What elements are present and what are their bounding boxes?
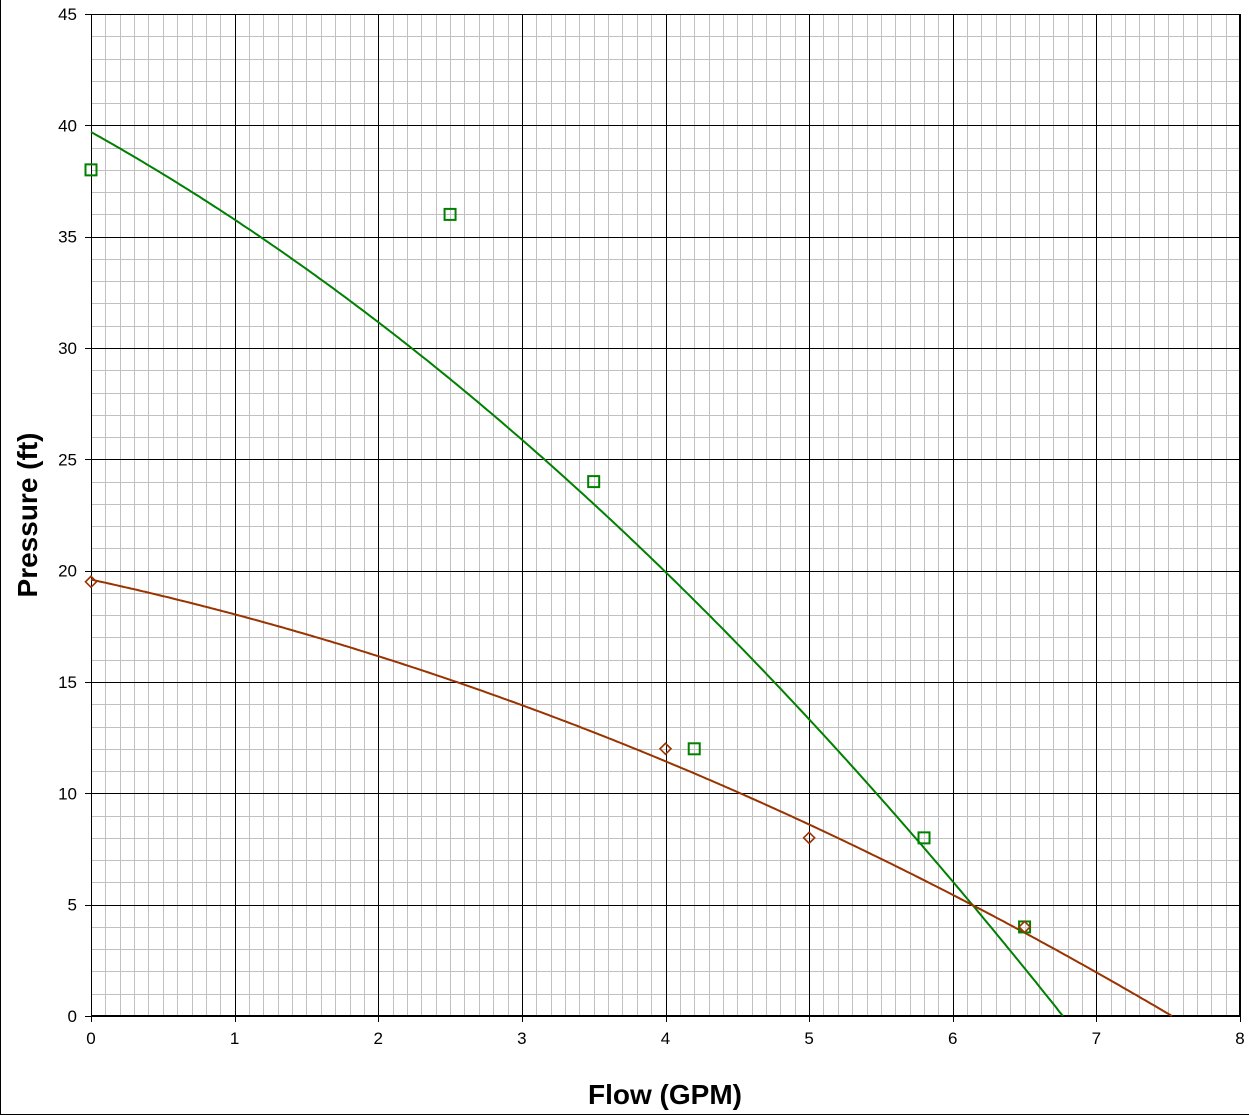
plot-border: [91, 14, 1240, 1016]
trendline-series-1: [90, 131, 1064, 1017]
y-tick-label: 30: [58, 339, 77, 358]
x-tick-label: 7: [1092, 1029, 1101, 1048]
data-point-series-2: [1017, 920, 1032, 934]
minor-gridlines: [91, 14, 1240, 1016]
y-tick-labels: 0 5 10 15 20 25 30 35 40 45: [58, 5, 77, 1026]
y-tick-label: 0: [68, 1007, 77, 1026]
y-tick-label: 35: [58, 228, 77, 247]
data-point-series-2: [658, 742, 673, 756]
plot-area: [91, 14, 1240, 1016]
y-tick-label: 20: [58, 562, 77, 581]
data-point-series-1: [84, 163, 98, 177]
data-point-series-2: [802, 831, 816, 845]
data-point-series-2: [84, 575, 98, 589]
x-axis-title: Flow (GPM): [588, 1079, 742, 1110]
trendlines: [90, 131, 1173, 1017]
y-tick-label: 10: [58, 784, 77, 803]
x-tick-label: 5: [804, 1029, 813, 1048]
major-gridlines: [91, 14, 1241, 1017]
plot-background: [91, 14, 1240, 1016]
x-tick-label: 0: [86, 1029, 95, 1048]
y-tick-label: 5: [68, 896, 77, 915]
x-tick-label: 4: [661, 1029, 670, 1048]
y-tick-label: 15: [58, 673, 77, 692]
y-tick-label: 25: [58, 450, 77, 469]
trendline-series-2: [90, 578, 1173, 1017]
x-tick-label: 3: [517, 1029, 526, 1048]
x-tick-label: 2: [374, 1029, 383, 1048]
y-tick-label: 40: [58, 116, 77, 135]
y-axis-title: Pressure (ft): [12, 433, 43, 598]
data-point-series-1: [687, 742, 701, 756]
axes: [85, 14, 1241, 1022]
x-tick-label: 1: [230, 1029, 239, 1048]
data-markers: [84, 163, 1032, 934]
x-tick-labels: 0 1 2 3 4 5 6 7 8: [86, 1029, 1244, 1048]
data-point-series-1: [443, 207, 457, 221]
y-tick-label: 45: [58, 5, 77, 24]
x-tick-label: 6: [948, 1029, 957, 1048]
data-point-series-1: [917, 831, 931, 845]
x-tick-label: 8: [1235, 1029, 1244, 1048]
data-point-series-1: [587, 475, 601, 489]
